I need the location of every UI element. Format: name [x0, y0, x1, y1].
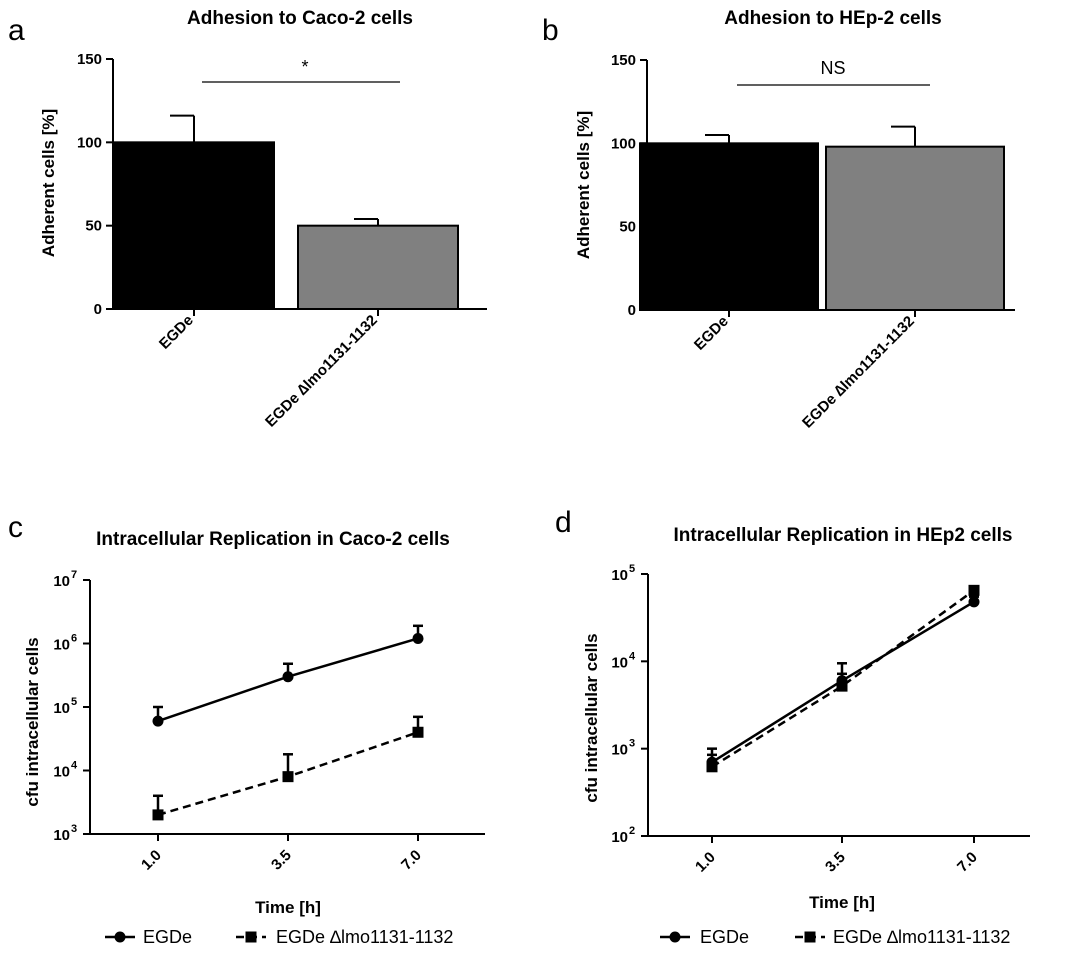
d-series-1-point-1 [836, 680, 848, 692]
panel-a-x-categories: EGDe EGDe ∆lmo1131-1132 [156, 309, 381, 431]
a-x-category-label-1: EGDe ∆lmo1131-1132 [262, 312, 381, 431]
panel-a-y-axis-title: Adherent cells [%] [39, 109, 58, 257]
c-series-0-point-2 [412, 632, 424, 644]
a-y-tick-label-2: 100 [77, 134, 102, 151]
c-y-tick-exponent-2: 5 [71, 696, 77, 708]
c-y-tick-exponent-1: 4 [71, 760, 78, 772]
panel-d-legend: EGDe EGDe ∆lmo1131-1132 [660, 927, 1010, 947]
panel-d-series [706, 584, 980, 773]
panel-b-y-axis-title: Adherent cells [%] [574, 111, 593, 259]
d-legend-label-1: EGDe ∆lmo1131-1132 [833, 927, 1010, 947]
d-x-tick-label-2: 7.0 [954, 849, 981, 876]
b-y-tick-label-3: 150 [611, 52, 636, 69]
b-bar-1 [825, 145, 1005, 311]
c-y-tick-label-2: 10 [53, 700, 70, 717]
panel-a-title: Adhesion to Caco-2 cells [187, 8, 413, 29]
panel-b-bars [639, 125, 1005, 311]
b-y-tick-label-1: 50 [619, 219, 636, 236]
b-x-category-label-0: EGDe [691, 313, 732, 354]
panel-b: b Adhesion to HEp-2 cells Adherent cells… [542, 8, 1015, 432]
panel-d-title: Intracellular Replication in HEp2 cells [674, 525, 1013, 546]
panel-a: a Adhesion to Caco-2 cells Adherent cell… [8, 8, 487, 431]
panel-letter-b: b [542, 14, 559, 47]
panel-letter-c: c [8, 511, 23, 544]
c-series-1-point-2 [412, 726, 424, 738]
a-bar-1 [297, 224, 459, 311]
c-y-tick-exponent-3: 6 [71, 633, 77, 645]
d-x-tick-label-1: 3.5 [822, 849, 849, 876]
d-y-tick-exponent-3: 5 [629, 563, 635, 575]
a-bar-0 [113, 141, 275, 310]
d-y-tick-label-2: 10 [611, 654, 628, 671]
d-legend-label-0: EGDe [700, 927, 749, 947]
panel-a-bars [113, 114, 459, 311]
d-y-tick-exponent-2: 4 [629, 650, 636, 662]
d-x-tick-label-0: 1.0 [692, 849, 719, 876]
c-y-tick-label-4: 10 [53, 573, 70, 590]
panel-a-significance-label: * [301, 57, 308, 77]
panel-c-x-axis-title: Time [h] [255, 898, 321, 917]
a-y-tick-label-3: 150 [77, 51, 102, 68]
c-x-tick-label-2: 7.0 [398, 847, 425, 874]
c-series-1-point-1 [282, 771, 294, 783]
panel-c: c Intracellular Replication in Caco-2 ce… [8, 511, 485, 947]
panel-d-y-axis-title: cfu intracellular cells [582, 633, 601, 802]
panel-letter-d: d [555, 506, 572, 539]
panel-d-x-ticks: 1.0 3.5 7.0 [692, 836, 981, 876]
d-legend-marker-1 [804, 931, 816, 943]
panel-d-x-axis-title: Time [h] [809, 893, 875, 912]
d-y-tick-label-1: 10 [611, 742, 628, 759]
a-y-tick-label-1: 50 [85, 218, 102, 235]
c-series-0-point-0 [152, 715, 164, 727]
c-y-tick-label-3: 10 [53, 637, 70, 654]
c-y-tick-label-0: 10 [53, 827, 70, 844]
b-y-tick-label-2: 100 [611, 135, 636, 152]
panel-c-y-axis-title: cfu intracellular cells [23, 637, 42, 806]
d-series-1-point-2 [968, 584, 980, 596]
panel-b-title: Adhesion to HEp-2 cells [724, 8, 941, 29]
c-series-0-point-1 [282, 671, 294, 683]
panel-letter-a: a [8, 14, 25, 47]
panel-b-x-categories: EGDe EGDe ∆lmo1131-1132 [691, 310, 918, 432]
panel-b-significance-label: NS [820, 58, 845, 78]
c-series-1-point-0 [152, 809, 164, 821]
d-series-1-point-0 [706, 761, 718, 773]
c-x-tick-label-1: 3.5 [268, 847, 295, 874]
panel-a-y-ticks: 0 50 100 150 [77, 51, 113, 318]
d-y-tick-exponent-1: 3 [629, 738, 635, 750]
d-series-0-point-2 [968, 596, 980, 608]
d-series-line-1 [711, 589, 975, 768]
d-legend-marker-0 [669, 931, 681, 943]
c-legend-marker-1 [245, 931, 257, 943]
a-x-category-label-0: EGDe [156, 312, 197, 353]
c-y-tick-label-1: 10 [53, 764, 70, 781]
b-x-category-label-1: EGDe ∆lmo1131-1132 [799, 313, 918, 432]
a-y-tick-label-0: 0 [94, 301, 102, 318]
d-y-tick-label-3: 10 [611, 567, 628, 584]
c-legend-marker-0 [114, 931, 126, 943]
c-y-tick-exponent-4: 7 [71, 569, 77, 581]
b-y-tick-label-0: 0 [628, 302, 636, 319]
d-y-tick-label-0: 10 [611, 829, 628, 846]
panel-c-series [152, 624, 424, 821]
panel-c-title: Intracellular Replication in Caco-2 cell… [96, 529, 450, 550]
c-legend-label-0: EGDe [143, 927, 192, 947]
panel-c-x-ticks: 1.0 3.5 7.0 [138, 834, 425, 874]
c-x-tick-label-0: 1.0 [138, 847, 165, 874]
d-y-tick-exponent-0: 2 [629, 825, 635, 837]
c-legend-label-1: EGDe ∆lmo1131-1132 [276, 927, 453, 947]
panel-d: d Intracellular Replication in HEp2 cell… [555, 506, 1030, 947]
panel-c-legend: EGDe EGDe ∆lmo1131-1132 [105, 927, 453, 947]
b-bar-0 [639, 142, 819, 311]
c-y-tick-exponent-0: 3 [71, 823, 77, 835]
